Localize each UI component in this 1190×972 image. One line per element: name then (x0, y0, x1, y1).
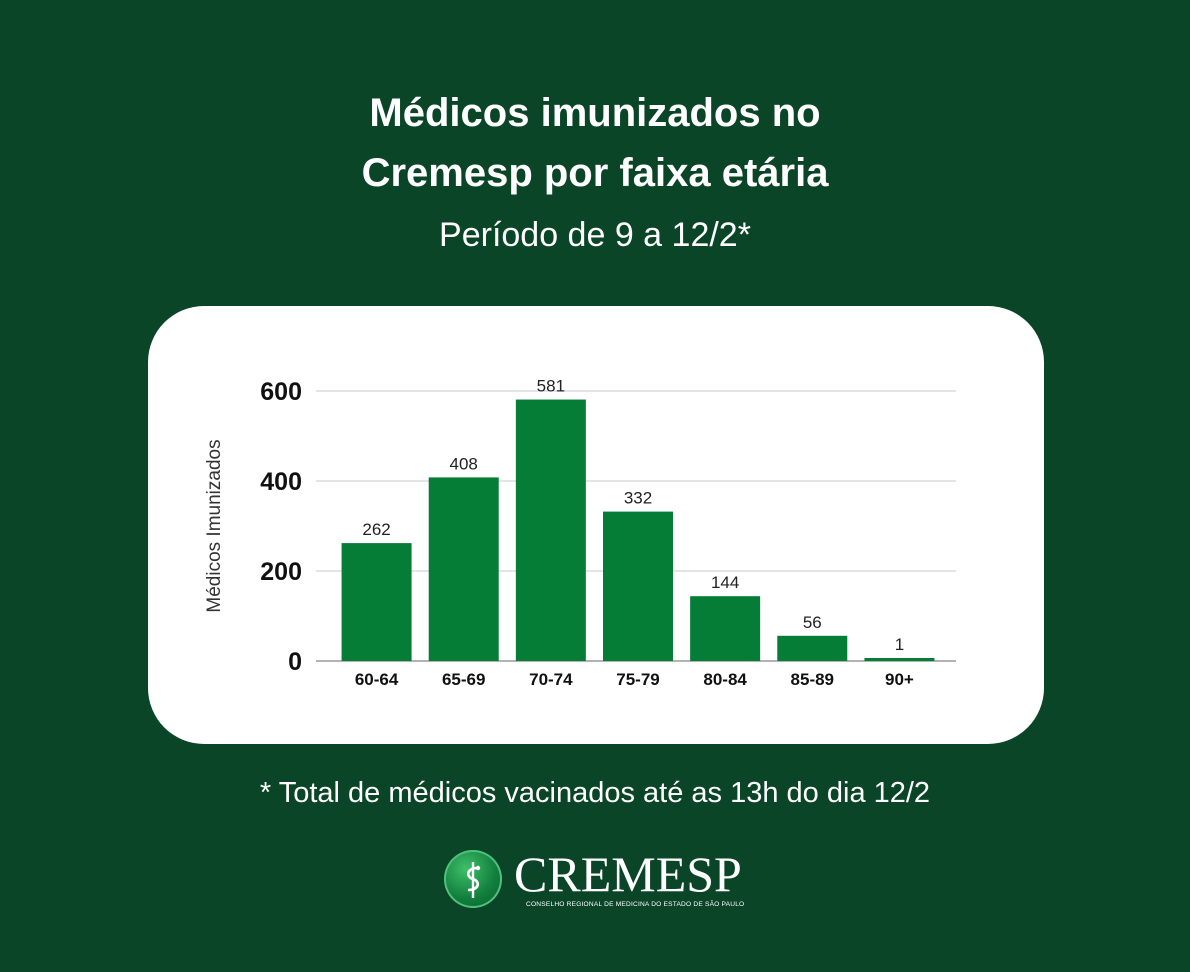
x-tick-label: 65-69 (442, 670, 485, 689)
y-tick-label: 400 (260, 468, 302, 496)
cremesp-logo: CREMESP CONSELHO REGIONAL DE MEDICINA DO… (444, 846, 754, 914)
bar-60-64 (341, 543, 412, 661)
x-tick-label: 60-64 (355, 670, 399, 689)
chart-card: 0 200 400 600 262 60-64 408 65-69 581 70-74 332 75-… (148, 306, 1044, 744)
y-axis-label: Médicos Imunizados (204, 439, 225, 612)
bar-75-79 (603, 511, 673, 661)
bar-value-label: 1 (895, 635, 904, 654)
bar-70-74 (515, 399, 586, 661)
bar-value-label: 408 (450, 454, 478, 473)
bar-value-label: 581 (537, 377, 565, 396)
bar-85-89 (777, 635, 848, 661)
chart-subtitle: Período de 9 a 12/2* (439, 216, 751, 254)
x-tick-label: 90+ (885, 670, 914, 689)
chart-title-line1: Médicos imunizados no (369, 91, 821, 135)
logo-wordmark: CREMESP (514, 846, 742, 902)
bar-chart: 0 200 400 600 262 60-64 408 65-69 581 70-74 332 75-… (204, 377, 956, 689)
logo-tagline: CONSELHO REGIONAL DE MEDICINA DO ESTADO … (526, 901, 745, 908)
x-tick-label: 85-89 (791, 670, 834, 689)
y-tick-label: 200 (260, 558, 302, 586)
x-tick-label: 70-74 (529, 670, 573, 689)
x-tick-label: 75-79 (616, 670, 659, 689)
bar-value-label: 262 (362, 520, 390, 539)
chart-title-line2: Cremesp por faixa etária (361, 151, 829, 195)
caduceus-icon (444, 850, 502, 908)
labels: 0 200 400 600 262 60-64 408 65-69 581 70-74 332 75-… (260, 377, 914, 689)
footnote: * Total de médicos vacinados até as 13h … (259, 777, 931, 809)
x-tick-label: 80-84 (703, 670, 747, 689)
y-tick-label: 600 (260, 378, 302, 406)
bar-65-69 (428, 477, 499, 661)
bar-value-label: 56 (803, 613, 822, 632)
y-tick-label: 0 (288, 648, 302, 676)
bar-value-label: 144 (711, 573, 739, 592)
bar-value-label: 332 (624, 489, 652, 508)
bar-90+ (864, 658, 935, 661)
bars (341, 399, 935, 661)
bar-80-84 (690, 596, 761, 661)
